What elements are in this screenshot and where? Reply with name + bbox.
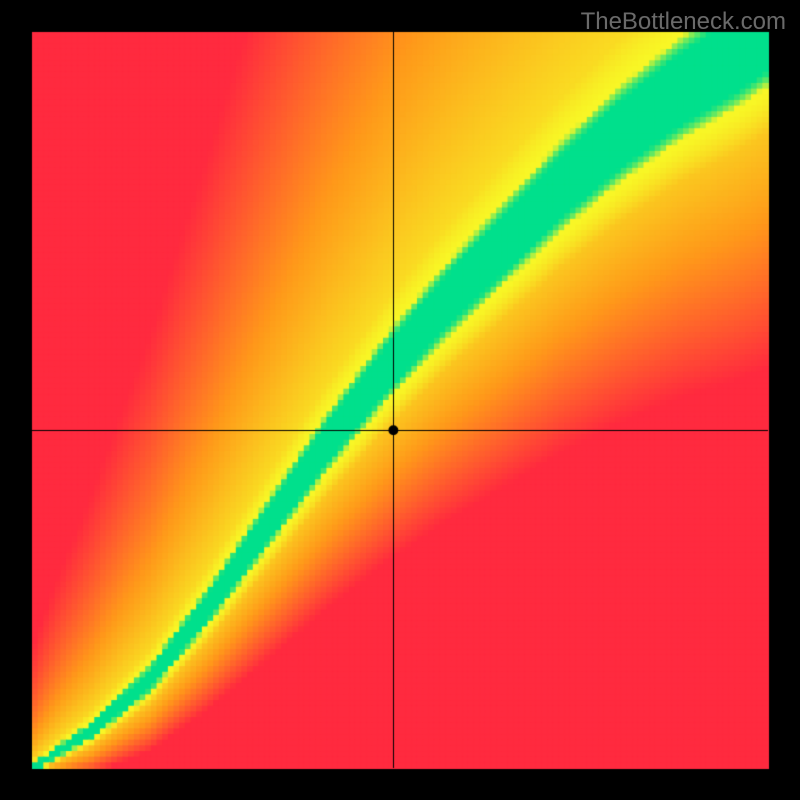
watermark-label: TheBottleneck.com bbox=[581, 8, 786, 36]
chart-container: TheBottleneck.com bbox=[0, 0, 800, 800]
bottleneck-heatmap bbox=[0, 0, 800, 800]
